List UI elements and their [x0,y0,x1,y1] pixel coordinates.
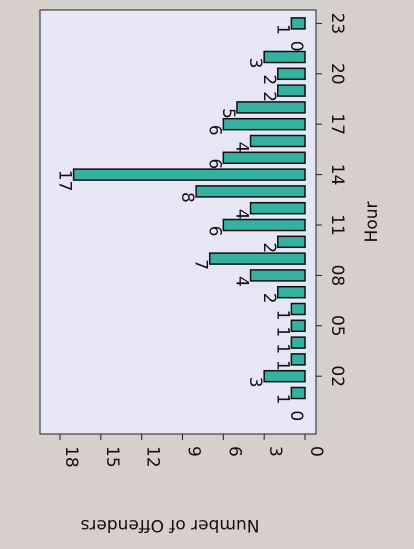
bar-hour-5 [290,319,306,333]
bar-hour-16 [249,134,306,148]
bar-hour-14 [72,168,306,181]
x-axis-title: Hour [362,202,382,243]
data-label-hour-20: 2 [259,74,279,85]
data-label-hour-11: 6 [204,226,224,237]
data-label-hour-15: 6 [204,158,224,169]
bar-hour-2 [263,369,306,383]
data-label-hour-5: 1 [272,326,292,337]
data-label-hour-16: 4 [232,142,252,153]
bar-hour-17 [222,117,306,131]
bar-hour-7 [277,285,306,299]
bar-hour-20 [277,67,306,81]
data-label-hour-17: 6 [204,125,224,136]
bar-hour-21 [263,50,306,64]
data-label-hour-14: 17 [55,170,75,192]
bar-hour-13 [195,185,306,198]
data-label-hour-0: 0 [286,410,306,421]
data-label-hour-13: 8 [177,192,197,203]
data-label-hour-19: 2 [259,91,279,102]
data-label-hour-10: 2 [259,242,279,253]
bar-hour-23 [290,17,306,30]
bar-hour-1 [290,386,306,400]
value-tick-label: 15 [102,446,122,468]
data-label-hour-2: 3 [245,377,265,388]
bar-hour-8 [249,269,306,282]
bar-hour-19 [277,84,306,97]
bar-hour-11 [222,218,306,232]
data-label-hour-12: 4 [232,209,252,220]
hour-tick-label: 17 [327,113,347,135]
bar-hour-15 [222,151,306,165]
bar-hour-18 [236,101,306,114]
y-axis-title: Number of Offenders [80,515,259,535]
bar-hour-12 [249,201,306,215]
value-tick-label: 6 [224,446,244,457]
bar-hour-9 [208,252,306,265]
bar-hour-10 [277,235,306,249]
bar-hour-6 [290,302,306,316]
hour-tick-label: 11 [327,214,347,236]
hour-tick-label: 05 [327,315,347,337]
value-tick-label: 9 [184,446,204,457]
value-tick-label: 18 [61,446,81,468]
data-label-hour-22: 0 [286,41,306,52]
data-label-hour-7: 2 [259,293,279,304]
data-label-hour-8: 4 [232,276,252,287]
value-tick-label: 0 [306,446,326,457]
value-tick-label: 3 [265,446,285,457]
data-label-hour-3: 1 [272,360,292,371]
data-label-hour-23: 1 [272,24,292,35]
data-label-hour-18: 5 [218,108,238,119]
hour-tick-label: 14 [327,164,347,186]
data-label-hour-21: 3 [245,58,265,69]
bar-hour-4 [290,336,306,349]
hour-tick-label: 02 [327,365,347,387]
data-label-hour-6: 1 [272,310,292,321]
data-label-hour-1: 1 [272,394,292,405]
value-tick-label: 12 [143,446,163,468]
bar-hour-3 [290,353,306,366]
data-label-hour-9: 7 [191,259,211,270]
hour-tick-label: 08 [327,265,347,287]
data-label-hour-4: 1 [272,343,292,354]
hour-tick-label: 20 [327,63,347,85]
hour-tick-label: 23 [327,13,347,35]
